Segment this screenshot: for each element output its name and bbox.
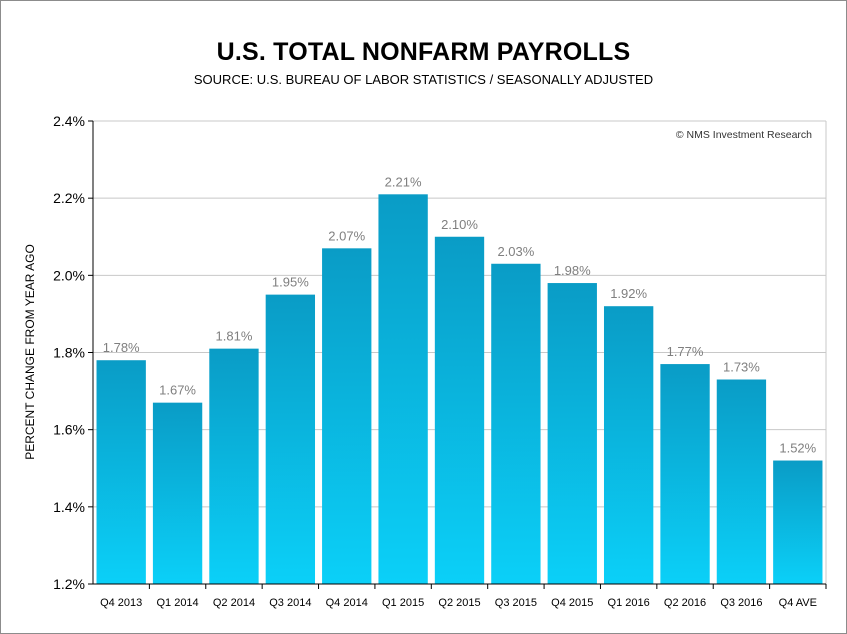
data-label: 1.92% — [610, 286, 647, 301]
data-label: 1.77% — [667, 344, 704, 359]
bar — [96, 360, 146, 584]
x-tick-label: Q3 2015 — [495, 597, 537, 609]
x-tick-label: Q4 2015 — [551, 597, 593, 609]
chart-title: U.S. TOTAL NONFARM PAYROLLS — [216, 38, 631, 66]
data-label: 1.78% — [103, 340, 140, 355]
bar — [716, 379, 767, 584]
x-tick-label: Q1 2014 — [156, 597, 198, 609]
x-tick-label: Q2 2014 — [213, 597, 255, 609]
bar — [209, 348, 259, 584]
x-tick-label: Q3 2014 — [269, 597, 311, 609]
bar — [547, 283, 597, 584]
bar — [265, 294, 316, 584]
y-tick-label: 2.4% — [53, 113, 85, 129]
bar — [378, 194, 428, 584]
y-tick-label: 2.2% — [53, 190, 85, 206]
data-label: 1.52% — [779, 441, 816, 456]
y-tick-label: 2.0% — [53, 267, 85, 283]
data-label: 2.10% — [441, 217, 478, 232]
bar — [660, 364, 710, 584]
data-label: 2.21% — [385, 174, 422, 189]
bar — [773, 460, 823, 584]
x-tick-label: Q2 2015 — [438, 597, 480, 609]
bar — [491, 263, 541, 584]
x-tick-label: Q1 2016 — [608, 597, 650, 609]
x-tick-label: Q4 AVE — [779, 597, 817, 609]
y-tick-label: 1.8% — [53, 345, 85, 361]
data-label: 1.81% — [216, 329, 253, 344]
y-tick-label: 1.6% — [53, 422, 85, 438]
data-label: 1.67% — [159, 383, 196, 398]
bar — [603, 306, 654, 584]
data-label: 2.03% — [497, 244, 534, 259]
data-label: 1.95% — [272, 275, 309, 290]
y-tick-label: 1.2% — [53, 576, 85, 592]
x-tick-label: Q1 2015 — [382, 597, 424, 609]
bar — [152, 402, 203, 584]
chart-subtitle: SOURCE: U.S. BUREAU OF LABOR STATISTICS … — [193, 72, 654, 87]
x-tick-label: Q4 2014 — [326, 597, 368, 609]
bar — [434, 236, 485, 584]
data-label: 2.07% — [328, 228, 365, 243]
x-tick-label: Q2 2016 — [664, 597, 706, 609]
credit-text: © NMS Investment Research — [676, 129, 812, 141]
x-tick-label: Q3 2016 — [720, 597, 762, 609]
bar — [322, 248, 372, 584]
data-label: 1.98% — [554, 263, 591, 278]
y-tick-label: 1.4% — [53, 499, 85, 515]
x-tick-label: Q4 2013 — [100, 597, 142, 609]
data-label: 1.73% — [723, 360, 760, 375]
